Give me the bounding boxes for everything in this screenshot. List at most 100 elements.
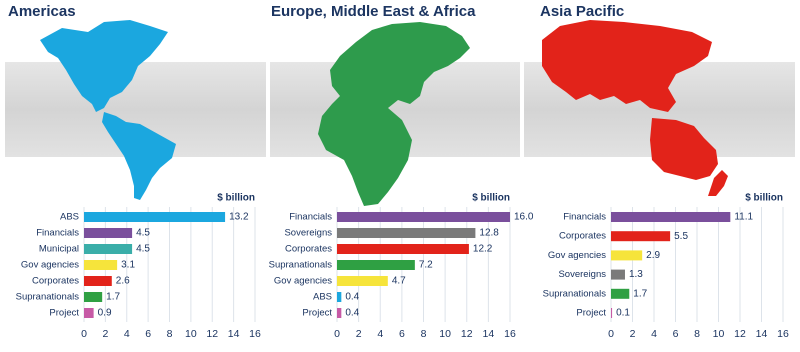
x-tick-label: 12 xyxy=(206,328,218,340)
value-label: 16.0 xyxy=(514,212,534,223)
x-tick-label: 16 xyxy=(504,328,516,340)
category-label: Project xyxy=(576,308,606,319)
category-label: Corporates xyxy=(559,231,606,242)
x-tick-label: 12 xyxy=(734,328,746,340)
bar xyxy=(84,212,226,222)
bar xyxy=(337,228,476,238)
x-tick-label: 4 xyxy=(124,328,130,340)
x-tick-label: 0 xyxy=(334,328,340,340)
category-label: Project xyxy=(49,308,79,319)
bar xyxy=(337,244,469,254)
category-label: Sovereigns xyxy=(558,269,606,280)
category-label: Gov agencies xyxy=(548,250,606,261)
category-label: Corporates xyxy=(285,244,332,255)
x-tick-label: 10 xyxy=(713,328,725,340)
category-label: Gov agencies xyxy=(21,260,79,271)
value-label: 0.9 xyxy=(98,308,112,319)
x-tick-label: 4 xyxy=(377,328,383,340)
chart-title: Americas xyxy=(8,3,76,20)
x-tick-label: 16 xyxy=(777,328,789,340)
bar xyxy=(84,228,133,238)
value-label: 0.4 xyxy=(345,292,359,303)
bar xyxy=(611,212,731,222)
x-tick-label: 14 xyxy=(228,328,240,340)
value-label: 1.7 xyxy=(106,292,120,303)
x-tick-label: 6 xyxy=(145,328,151,340)
value-label: 0.4 xyxy=(345,308,359,319)
bar xyxy=(84,292,103,302)
value-label: 2.9 xyxy=(646,250,660,261)
value-label: 12.8 xyxy=(479,228,499,239)
chart-panel: Asia Pacific 0 2 4 6 8 10 12 14 16 $ billion Financ… xyxy=(540,3,789,340)
category-label: Municipal xyxy=(39,244,79,255)
chart-title: Europe, Middle East & Africa xyxy=(271,3,476,20)
bar xyxy=(337,308,342,318)
value-label: 0.1 xyxy=(616,308,630,319)
map-americas xyxy=(40,20,176,200)
category-label: ABS xyxy=(60,212,79,223)
category-label: Supranationals xyxy=(269,260,333,271)
category-label: ABS xyxy=(313,292,332,303)
bar xyxy=(84,244,133,254)
value-label: 13.2 xyxy=(229,212,249,223)
value-label: 7.2 xyxy=(419,260,433,271)
x-tick-label: 6 xyxy=(399,328,405,340)
category-label: Project xyxy=(302,308,332,319)
chart-panel: Americas 0 2 4 6 8 10 12 14 16 $ billion ABS 13.2 Fin… xyxy=(8,3,261,340)
bar xyxy=(84,308,94,318)
value-label: 4.5 xyxy=(136,228,150,239)
x-tick-label: 12 xyxy=(461,328,473,340)
x-tick-label: 14 xyxy=(756,328,768,340)
bar xyxy=(611,269,625,280)
x-tick-label: 8 xyxy=(421,328,427,340)
bar xyxy=(337,212,510,222)
x-tick-label: 2 xyxy=(102,328,108,340)
category-label: Sovereigns xyxy=(284,228,332,239)
value-label: 4.7 xyxy=(392,276,406,287)
maps xyxy=(40,20,728,206)
x-tick-label: 16 xyxy=(249,328,261,340)
x-tick-label: 4 xyxy=(651,328,657,340)
value-label: 4.5 xyxy=(136,244,150,255)
category-label: Supranationals xyxy=(543,288,607,299)
value-label: 2.6 xyxy=(116,276,130,287)
map-emea xyxy=(318,22,470,206)
bar xyxy=(337,276,388,286)
x-tick-label: 10 xyxy=(439,328,451,340)
chart-panel: Europe, Middle East & Africa 0 2 4 6 8 10 12 14 1… xyxy=(269,3,534,340)
x-tick-label: 0 xyxy=(608,328,614,340)
bar xyxy=(611,250,643,261)
x-tick-label: 2 xyxy=(356,328,362,340)
bar xyxy=(84,260,118,270)
map-asia-pacific xyxy=(542,20,728,196)
value-label: 1.7 xyxy=(633,288,647,299)
bar xyxy=(611,288,630,299)
x-tick-label: 10 xyxy=(185,328,197,340)
x-tick-label: 6 xyxy=(673,328,679,340)
bar xyxy=(337,260,415,270)
x-tick-label: 8 xyxy=(167,328,173,340)
bar xyxy=(611,308,613,318)
bar xyxy=(337,292,342,302)
value-label: 5.5 xyxy=(674,231,688,242)
value-label: 11.1 xyxy=(734,212,753,223)
axis-unit-label: $ billion xyxy=(217,193,255,204)
x-tick-label: 8 xyxy=(694,328,700,340)
category-label: Financials xyxy=(36,228,79,239)
category-label: Financials xyxy=(563,212,606,223)
axis-unit-label: $ billion xyxy=(745,193,783,204)
value-label: 12.2 xyxy=(473,244,493,255)
value-label: 1.3 xyxy=(629,269,643,280)
axis-unit-label: $ billion xyxy=(472,193,510,204)
bar xyxy=(611,231,671,242)
chart-title: Asia Pacific xyxy=(540,3,624,20)
x-tick-label: 14 xyxy=(483,328,495,340)
x-tick-label: 2 xyxy=(630,328,636,340)
value-label: 3.1 xyxy=(121,260,135,271)
bar xyxy=(84,276,112,286)
category-label: Corporates xyxy=(32,276,79,287)
x-tick-label: 0 xyxy=(81,328,87,340)
category-label: Financials xyxy=(289,212,332,223)
category-label: Supranationals xyxy=(16,292,80,303)
